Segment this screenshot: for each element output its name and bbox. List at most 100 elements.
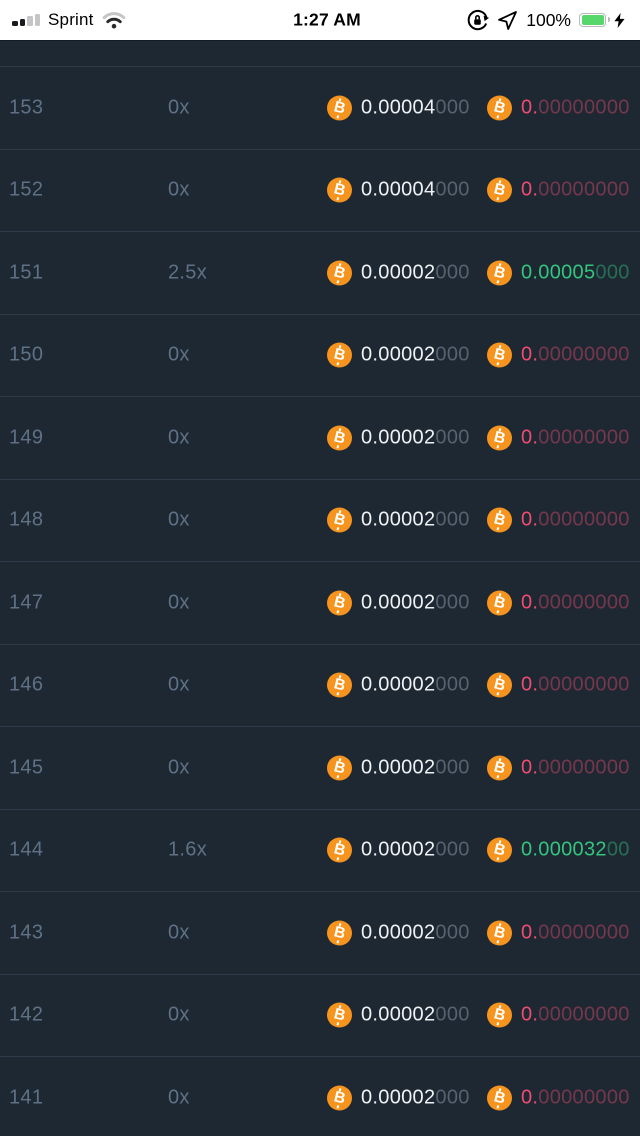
profit-value: 0.00005000 xyxy=(521,261,630,284)
bet-amount: B 0.00002000 xyxy=(327,755,470,781)
bet-history-row[interactable]: 152 0x B 0.00004000 B 0.00000000 xyxy=(0,148,640,232)
bitcoin-icon: B xyxy=(487,1002,512,1028)
bet-history-row[interactable]: 147 0x B 0.00002000 B 0.00000000 xyxy=(0,561,640,644)
bet-amount: B 0.00002000 xyxy=(327,425,470,451)
game-number: 153 xyxy=(9,96,44,119)
bet-history-row[interactable]: 141 0x B 0.00002000 B 0.00000000 xyxy=(0,1056,640,1136)
bet-history-row[interactable]: 153 0x B 0.00004000 B 0.00000000 xyxy=(0,66,640,149)
game-number: 144 xyxy=(9,838,44,861)
wifi-icon xyxy=(102,11,125,28)
bet-amount: B 0.00002000 xyxy=(327,590,470,616)
bet-amount: B 0.00002000 xyxy=(327,507,470,533)
charging-bolt-icon xyxy=(614,12,625,28)
profit-amount: B 0.00000000 xyxy=(487,920,630,946)
bet-history-row[interactable]: 151 2.5x B 0.00002000 B 0.00005000 xyxy=(0,231,640,314)
bet-value: 0.00002000 xyxy=(361,921,470,944)
bet-history-row[interactable]: 148 0x B 0.00002000 B 0.00000000 xyxy=(0,478,640,562)
bitcoin-icon: B xyxy=(327,590,352,616)
bitcoin-icon: B xyxy=(327,837,352,863)
game-number: 143 xyxy=(9,921,44,944)
game-number: 150 xyxy=(9,343,44,366)
carrier-label: Sprint xyxy=(48,10,94,29)
profit-amount: B 0.00000000 xyxy=(487,672,630,698)
multiplier: 0x xyxy=(168,1003,190,1026)
bet-amount: B 0.00002000 xyxy=(327,342,470,368)
bet-value: 0.00002000 xyxy=(361,261,470,284)
bet-history-table[interactable]: 153 0x B 0.00004000 B 0.00000000 152 0x B 0.00004… xyxy=(0,40,640,1136)
multiplier: 0x xyxy=(168,343,190,366)
bet-history-row[interactable]: 149 0x B 0.00002000 B 0.00000000 xyxy=(0,396,640,479)
multiplier: 0x xyxy=(168,756,190,779)
bitcoin-icon: B xyxy=(487,590,512,616)
location-arrow-icon xyxy=(498,10,518,30)
bet-history-row[interactable]: 150 0x B 0.00002000 B 0.00000000 xyxy=(0,313,640,397)
bet-value: 0.00002000 xyxy=(361,1086,470,1109)
profit-amount: B 0.00000000 xyxy=(487,1085,630,1111)
game-number: 151 xyxy=(9,261,44,284)
bet-history-row[interactable]: 145 0x B 0.00002000 B 0.00000000 xyxy=(0,726,640,809)
bitcoin-icon: B xyxy=(487,342,512,368)
partial-row xyxy=(0,41,640,66)
game-number: 145 xyxy=(9,756,44,779)
game-number: 146 xyxy=(9,673,44,696)
bitcoin-icon: B xyxy=(487,507,512,533)
profit-value: 0.00000000 xyxy=(521,508,630,531)
multiplier: 0x xyxy=(168,591,190,614)
bet-amount: B 0.00002000 xyxy=(327,260,470,286)
bet-value: 0.00002000 xyxy=(361,756,470,779)
bet-value: 0.00002000 xyxy=(361,591,470,614)
bet-value: 0.00002000 xyxy=(361,673,470,696)
bet-amount: B 0.00002000 xyxy=(327,837,470,863)
multiplier: 0x xyxy=(168,178,190,201)
bet-history-row[interactable]: 144 1.6x B 0.00002000 B 0.00003200 xyxy=(0,808,640,892)
bet-value: 0.00002000 xyxy=(361,838,470,861)
profit-value: 0.00000000 xyxy=(521,343,630,366)
bitcoin-icon: B xyxy=(487,755,512,781)
profit-value: 0.00000000 xyxy=(521,426,630,449)
profit-value: 0.00000000 xyxy=(521,1086,630,1109)
status-bar-right: 100% xyxy=(466,9,625,32)
bitcoin-icon: B xyxy=(487,425,512,451)
bet-history-rows: 153 0x B 0.00004000 B 0.00000000 152 0x B 0.00004… xyxy=(0,66,640,1136)
game-number: 148 xyxy=(9,508,44,531)
game-number: 147 xyxy=(9,591,44,614)
bitcoin-icon: B xyxy=(327,1002,352,1028)
multiplier: 1.6x xyxy=(168,838,208,861)
profit-value: 0.00000000 xyxy=(521,96,630,119)
bet-value: 0.00002000 xyxy=(361,343,470,366)
bitcoin-icon: B xyxy=(487,1085,512,1111)
bet-value: 0.00002000 xyxy=(361,508,470,531)
battery-percent: 100% xyxy=(526,9,571,30)
bitcoin-icon: B xyxy=(487,920,512,946)
profit-value: 0.00000000 xyxy=(521,178,630,201)
multiplier: 0x xyxy=(168,921,190,944)
bitcoin-icon: B xyxy=(327,95,352,121)
profit-value: 0.00000000 xyxy=(521,756,630,779)
bitcoin-icon: B xyxy=(487,95,512,121)
status-time: 1:27 AM xyxy=(293,9,361,30)
profit-amount: B 0.00000000 xyxy=(487,177,630,203)
bet-value: 0.00002000 xyxy=(361,426,470,449)
profit-amount: B 0.00000000 xyxy=(487,755,630,781)
profit-value: 0.00003200 xyxy=(521,838,630,861)
bet-amount: B 0.00002000 xyxy=(327,1002,470,1028)
battery-icon xyxy=(579,12,610,28)
bitcoin-icon: B xyxy=(487,672,512,698)
game-number: 141 xyxy=(9,1086,44,1109)
status-bar: Sprint 1:27 AM 100% xyxy=(0,0,640,40)
bet-amount: B 0.00004000 xyxy=(327,177,470,203)
bet-history-row[interactable]: 143 0x B 0.00002000 B 0.00000000 xyxy=(0,891,640,974)
bet-value: 0.00004000 xyxy=(361,178,470,201)
bet-amount: B 0.00002000 xyxy=(327,920,470,946)
profit-amount: B 0.00000000 xyxy=(487,1002,630,1028)
bitcoin-icon: B xyxy=(327,1085,352,1111)
bet-history-row[interactable]: 142 0x B 0.00002000 B 0.00000000 xyxy=(0,973,640,1057)
multiplier: 0x xyxy=(168,508,190,531)
profit-amount: B 0.00000000 xyxy=(487,95,630,121)
profit-amount: B 0.00000000 xyxy=(487,425,630,451)
bet-value: 0.00004000 xyxy=(361,96,470,119)
bitcoin-icon: B xyxy=(327,672,352,698)
profit-amount: B 0.00003200 xyxy=(487,837,630,863)
status-bar-left: Sprint xyxy=(12,10,126,30)
bet-history-row[interactable]: 146 0x B 0.00002000 B 0.00000000 xyxy=(0,643,640,727)
